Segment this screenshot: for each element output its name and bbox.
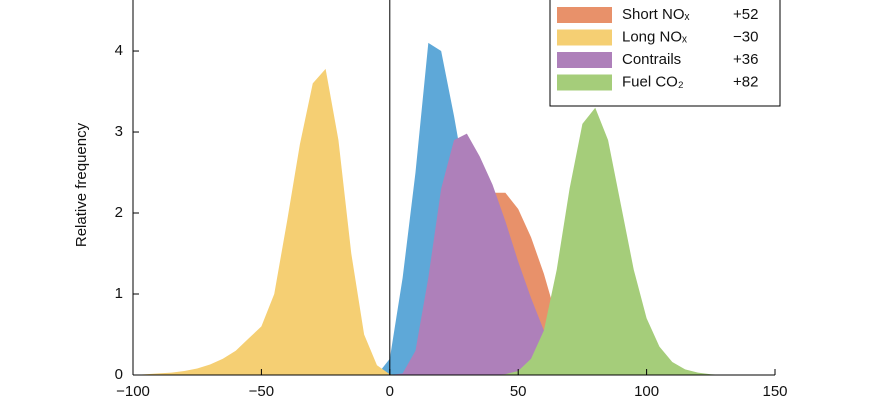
x-tick-label: 150 — [762, 383, 787, 400]
x-tick-label: 100 — [634, 383, 659, 400]
legend-label: Contrails — [622, 51, 681, 68]
y-tick-label: 1 — [115, 285, 123, 302]
y-axis-title: Relative frequency — [73, 122, 90, 247]
x-tick-label: 0 — [386, 383, 394, 400]
y-tick-label: 4 — [115, 42, 123, 59]
y-tick-label: 0 — [115, 366, 123, 383]
y-tick-label: 3 — [115, 123, 123, 140]
legend-label: Fuel CO₂ — [622, 73, 684, 90]
x-tick-label: −50 — [249, 383, 274, 400]
x-tick-label: 50 — [510, 383, 527, 400]
area — [133, 133, 775, 375]
legend-swatch — [557, 29, 612, 46]
legend-stat: +36 — [733, 51, 758, 68]
legend-swatch — [557, 74, 612, 91]
legend-label: Short NOₓ — [622, 6, 690, 23]
area — [133, 107, 775, 376]
legend-stat: +52 — [733, 6, 758, 23]
x-tick-label: −100 — [116, 383, 150, 400]
legend-label: Long NOₓ — [622, 28, 687, 45]
area — [133, 68, 775, 376]
y-tick-label: 2 — [115, 204, 123, 221]
legend-stat: +82 — [733, 73, 758, 90]
legend-swatch — [557, 52, 612, 68]
legend-stat: −30 — [733, 28, 758, 45]
legend-swatch — [557, 7, 612, 23]
